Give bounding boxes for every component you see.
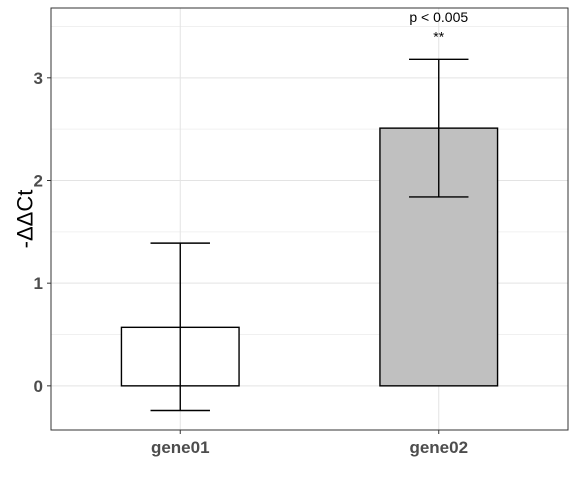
y-tick-label: 0 — [34, 377, 43, 396]
error-bar-gene02 — [409, 58, 469, 198]
error-bar-gene01 — [150, 242, 210, 412]
significance-annotation: ** — [433, 29, 444, 45]
significance-annotation: p < 0.005 — [409, 9, 468, 25]
plot-panel-border — [50, 7, 569, 431]
annotations: p < 0.005 ** — [409, 9, 468, 45]
y-tick-label: 2 — [34, 171, 43, 190]
y-tick-label: 3 — [34, 69, 43, 88]
x-tick-label: gene02 — [409, 438, 468, 457]
y-axis-title: -ΔΔCt — [13, 190, 38, 249]
x-tick-label: gene01 — [151, 438, 210, 457]
bars — [120, 127, 499, 387]
y-tick-label: 1 — [34, 274, 43, 293]
x-axis: gene01 gene02 — [151, 430, 468, 457]
y-axis: 0 1 2 3 — [34, 69, 51, 396]
error-bars — [150, 58, 469, 412]
